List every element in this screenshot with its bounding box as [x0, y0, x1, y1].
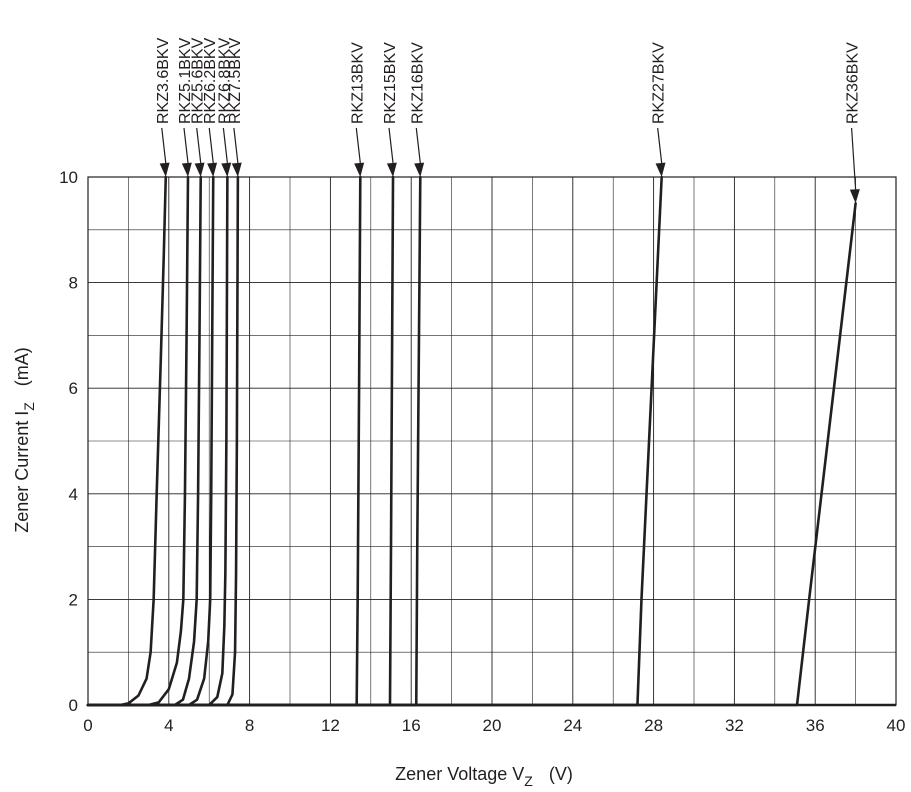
- series-arrow-line: [183, 127, 189, 164]
- x-axis-title: Zener Voltage VZ (V): [395, 764, 573, 789]
- series-lines: [86, 175, 896, 707]
- series-arrow-head: [354, 162, 365, 177]
- series-arrow-head: [194, 162, 205, 177]
- series-label: RKZ13BKV: [349, 42, 366, 124]
- series-label: RKZ3.6BKV: [155, 37, 172, 124]
- x-tick-label: 24: [563, 716, 582, 735]
- y-tick-label: 4: [69, 485, 78, 504]
- series-line: [86, 175, 203, 707]
- series-label: RKZ5.6BKV: [190, 37, 207, 124]
- y-tick-labels: 0 2 4 6 8 10: [59, 168, 78, 715]
- x-tick-label: 12: [321, 716, 340, 735]
- series-label: RKZ6.8BKV: [216, 37, 233, 124]
- grid-major: [88, 177, 896, 705]
- x-tick-label: 32: [725, 716, 744, 735]
- series-arrow-line: [851, 127, 857, 190]
- series-line: [86, 175, 215, 707]
- y-tick-label: 6: [69, 379, 78, 398]
- series-arrow-head: [231, 162, 242, 177]
- series-arrow-line: [233, 127, 239, 164]
- x-tick-label: 28: [644, 716, 663, 735]
- series-arrow-head: [386, 162, 397, 177]
- y-tick-label: 2: [69, 590, 78, 609]
- series-line: [86, 175, 229, 707]
- series-arrow-head: [207, 162, 218, 177]
- series-labels: RKZ3.6BKV RKZ5.1BKVRKZ5.6BKVRKZ6.2BKVRKZ6…: [155, 37, 862, 124]
- x-tick-label: 8: [245, 716, 254, 735]
- series-label: RKZ7.5BKV: [227, 37, 244, 124]
- x-tick-label: 40: [887, 716, 906, 735]
- series-arrow-head: [849, 189, 860, 204]
- series-arrow-line: [208, 127, 214, 164]
- series-arrow-head: [414, 162, 425, 177]
- series-label: RKZ15BKV: [382, 42, 399, 124]
- series-arrow-line: [355, 127, 361, 164]
- series-arrow-line: [388, 127, 394, 164]
- series-label: RKZ6.2BKV: [202, 37, 219, 124]
- x-tick-labels: 0 4 8 12 16 20 24 28 32 36 40: [83, 716, 905, 735]
- x-tick-label: 20: [483, 716, 502, 735]
- series-arrow-head: [221, 162, 232, 177]
- series-label: RKZ36BKV: [845, 42, 862, 124]
- series-line: [86, 175, 190, 707]
- y-tick-label: 8: [69, 274, 78, 293]
- x-tick-label: 4: [164, 716, 173, 735]
- x-tick-label: 36: [806, 716, 825, 735]
- y-tick-label: 0: [69, 696, 78, 715]
- y-tick-label: 10: [59, 168, 78, 187]
- y-axis-title: Zener Current IZ(mA): [12, 347, 37, 533]
- series-label: RKZ27BKV: [651, 42, 668, 124]
- series-arrow-head: [181, 162, 192, 177]
- series-label: RKZ5.1BKV: [177, 37, 194, 124]
- series-arrow-line: [222, 127, 228, 164]
- series-arrow-line: [196, 127, 202, 164]
- series-arrow-line: [415, 127, 421, 164]
- series-label: RKZ16BKV: [409, 42, 426, 124]
- series-arrow-line: [161, 127, 167, 164]
- series-arrow-head: [655, 162, 666, 177]
- x-tick-label: 16: [402, 716, 421, 735]
- x-tick-label: 0: [83, 716, 92, 735]
- series-line: [86, 202, 857, 707]
- series-arrows: [159, 127, 860, 204]
- series-arrow-head: [159, 162, 170, 177]
- series-arrow-line: [657, 127, 663, 164]
